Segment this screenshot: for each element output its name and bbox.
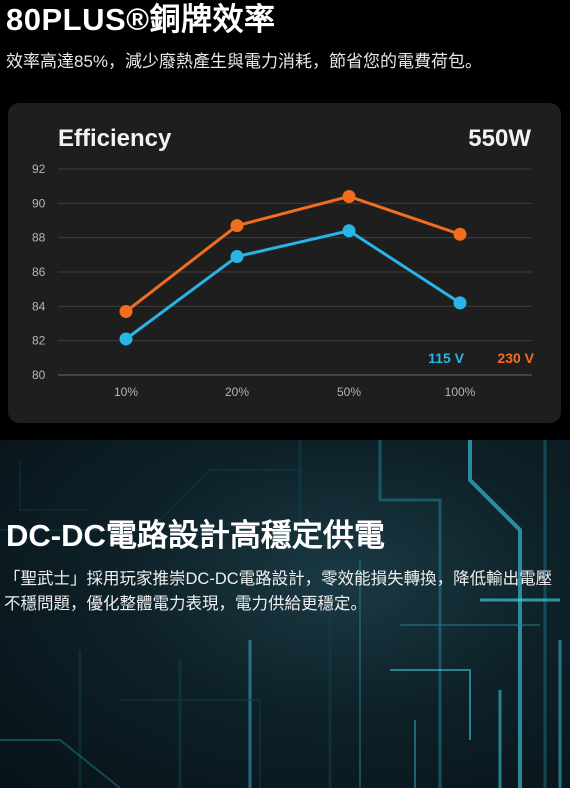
y-tick-label: 82 [32,334,46,348]
circuit-background-graphic [0,440,562,788]
data-point [342,224,356,238]
series-line-orange [125,194,461,313]
circuit-trace [0,469,300,531]
series-line-blue [125,229,461,341]
data-point [119,304,133,318]
circuit-trace [120,699,261,788]
legend-entry: 115 V [428,350,464,366]
y-tick-label: 84 [32,299,46,313]
data-point [230,219,244,233]
data-point [230,250,244,264]
page-title: 80PLUS®銅牌效率 [6,2,276,37]
wattage-label: 550W [468,125,531,152]
x-tick-label: 100% [445,385,476,399]
circuit-trace [390,669,471,740]
x-tick-label: 10% [114,385,138,399]
section-paragraph: 「聖武士」採用玩家推崇DC-DC電路設計，零效能損失轉換，降低輸出電壓不穩問題，… [4,570,553,613]
section-title: DC-DC電路設計高穩定供電 [6,518,385,553]
data-point [342,189,356,203]
y-tick-label: 80 [32,368,46,382]
y-tick-label: 86 [32,265,46,279]
circuit-trace [298,440,332,788]
chart-title: Efficiency [58,125,172,152]
dcdc-section: DC-DC電路設計高穩定供電 「聖武士」採用玩家推崇DC-DC電路設計，零效能損… [0,440,570,788]
page-subtitle: 效率高達85%，減少廢熱產生與電力消耗，節省您的電費荷包。 [6,52,483,71]
data-point [453,296,467,310]
circuit-trace [0,739,121,788]
circuit-trace [378,440,442,788]
circuit-trace [19,460,90,511]
data-point [453,227,467,241]
y-tick-label: 88 [32,231,46,245]
circuit-trace [468,440,522,788]
y-tick-label: 90 [32,196,46,210]
efficiency-chart-card: 92 90 88 86 84 82 80 10% 20% 50% 100% 115 V 230 V Ef… [8,103,561,423]
y-tick-label: 92 [32,162,46,176]
legend-entry: 230 V [497,350,534,366]
efficiency-chart: 92 90 88 86 84 82 80 10% 20% 50% 100% 115 V 230 V [32,162,535,399]
data-point [119,332,133,346]
x-tick-label: 20% [225,385,249,399]
top-section: 80PLUS®銅牌效率 效率高達85%，減少廢熱產生與電力消耗，節省您的電費荷包… [6,2,561,423]
x-tick-label: 50% [337,385,361,399]
